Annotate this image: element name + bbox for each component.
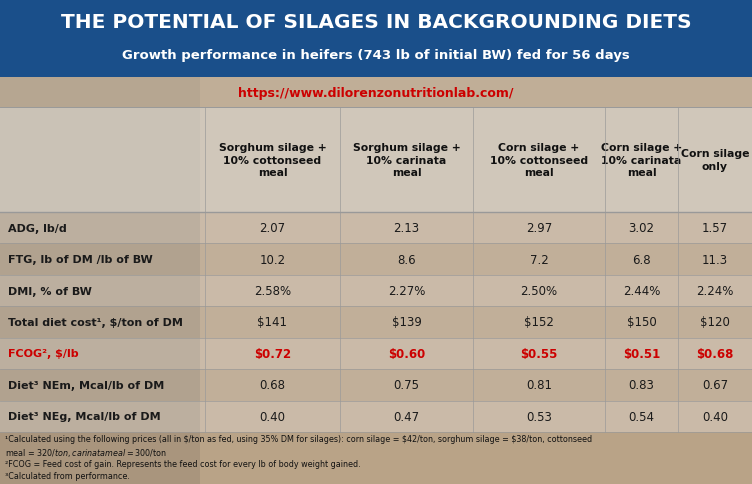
- Text: $139: $139: [392, 316, 421, 329]
- Bar: [0, 0, 200, 484]
- Bar: [200, 0, 752, 484]
- Text: 8.6: 8.6: [397, 253, 416, 266]
- Text: 2.07: 2.07: [259, 222, 286, 235]
- Text: 7.2: 7.2: [529, 253, 548, 266]
- Text: ADG, lb/d: ADG, lb/d: [8, 223, 67, 233]
- Bar: [0, 432, 752, 484]
- Text: ³Calculated from performance.: ³Calculated from performance.: [5, 471, 130, 481]
- Text: 11.3: 11.3: [702, 253, 728, 266]
- Text: 0.83: 0.83: [629, 378, 654, 392]
- Text: 6.8: 6.8: [632, 253, 650, 266]
- Text: 0.81: 0.81: [526, 378, 552, 392]
- Text: 0.47: 0.47: [393, 410, 420, 423]
- Bar: [0, 108, 752, 432]
- Bar: [0, 212, 752, 244]
- Text: ¹Calculated using the following prices (all in $/ton as fed, using 35% DM for si: ¹Calculated using the following prices (…: [5, 434, 592, 443]
- Text: $0.51: $0.51: [623, 347, 660, 360]
- Text: 2.44%: 2.44%: [623, 285, 660, 298]
- Text: Growth performance in heifers (743 lb of initial BW) fed for 56 days: Growth performance in heifers (743 lb of…: [122, 49, 630, 62]
- Text: Sorghum silage +
10% carinata
meal: Sorghum silage + 10% carinata meal: [353, 143, 460, 178]
- Text: Total diet cost¹, $/ton of DM: Total diet cost¹, $/ton of DM: [8, 318, 183, 327]
- Text: FCOG², $/lb: FCOG², $/lb: [8, 348, 79, 359]
- Text: 0.68: 0.68: [259, 378, 286, 392]
- Bar: [0, 0, 752, 78]
- Text: $120: $120: [700, 316, 730, 329]
- Text: DMI, % of BW: DMI, % of BW: [8, 286, 92, 296]
- Text: $141: $141: [257, 316, 287, 329]
- Text: ²FCOG = Feed cost of gain. Represents the feed cost for every lb of body weight : ²FCOG = Feed cost of gain. Represents th…: [5, 459, 361, 468]
- Text: 2.58%: 2.58%: [254, 285, 291, 298]
- Text: Corn silage +
10% cottonseed
meal: Corn silage + 10% cottonseed meal: [490, 143, 588, 178]
- Text: 2.27%: 2.27%: [388, 285, 425, 298]
- Text: Corn silage
only: Corn silage only: [681, 149, 749, 171]
- Text: 0.54: 0.54: [629, 410, 654, 423]
- Text: 0.75: 0.75: [393, 378, 420, 392]
- Text: Corn silage +
10% carinata
meal: Corn silage + 10% carinata meal: [601, 143, 682, 178]
- Text: 3.02: 3.02: [629, 222, 654, 235]
- Text: Diet³ NEm, Mcal/lb of DM: Diet³ NEm, Mcal/lb of DM: [8, 380, 164, 390]
- Text: FTG, lb of DM /lb of BW: FTG, lb of DM /lb of BW: [8, 255, 153, 265]
- Text: $150: $150: [626, 316, 656, 329]
- Text: 0.67: 0.67: [702, 378, 728, 392]
- Text: 0.40: 0.40: [702, 410, 728, 423]
- Bar: [0, 78, 752, 108]
- Bar: [0, 338, 752, 369]
- Text: 2.97: 2.97: [526, 222, 552, 235]
- Text: Sorghum silage +
10% cottonseed
meal: Sorghum silage + 10% cottonseed meal: [219, 143, 326, 178]
- Text: $152: $152: [524, 316, 554, 329]
- Text: meal = $320/ton, carinata meal = $300/ton: meal = $320/ton, carinata meal = $300/to…: [5, 447, 167, 458]
- Text: $0.60: $0.60: [388, 347, 425, 360]
- Text: THE POTENTIAL OF SILAGES IN BACKGROUNDING DIETS: THE POTENTIAL OF SILAGES IN BACKGROUNDIN…: [61, 13, 691, 31]
- Text: $0.68: $0.68: [696, 347, 734, 360]
- Text: 10.2: 10.2: [259, 253, 286, 266]
- Text: 2.50%: 2.50%: [520, 285, 557, 298]
- Bar: [0, 108, 752, 212]
- Bar: [0, 275, 752, 307]
- Bar: [0, 401, 752, 432]
- Text: https://www.dilorenzonutritionlab.com/: https://www.dilorenzonutritionlab.com/: [238, 86, 514, 99]
- Text: 0.53: 0.53: [526, 410, 552, 423]
- Text: $0.72: $0.72: [254, 347, 291, 360]
- Text: 1.57: 1.57: [702, 222, 728, 235]
- Text: 2.13: 2.13: [393, 222, 420, 235]
- Text: $0.55: $0.55: [520, 347, 558, 360]
- Text: 0.40: 0.40: [259, 410, 286, 423]
- Text: 2.24%: 2.24%: [696, 285, 734, 298]
- Text: Diet³ NEg, Mcal/lb of DM: Diet³ NEg, Mcal/lb of DM: [8, 411, 161, 422]
